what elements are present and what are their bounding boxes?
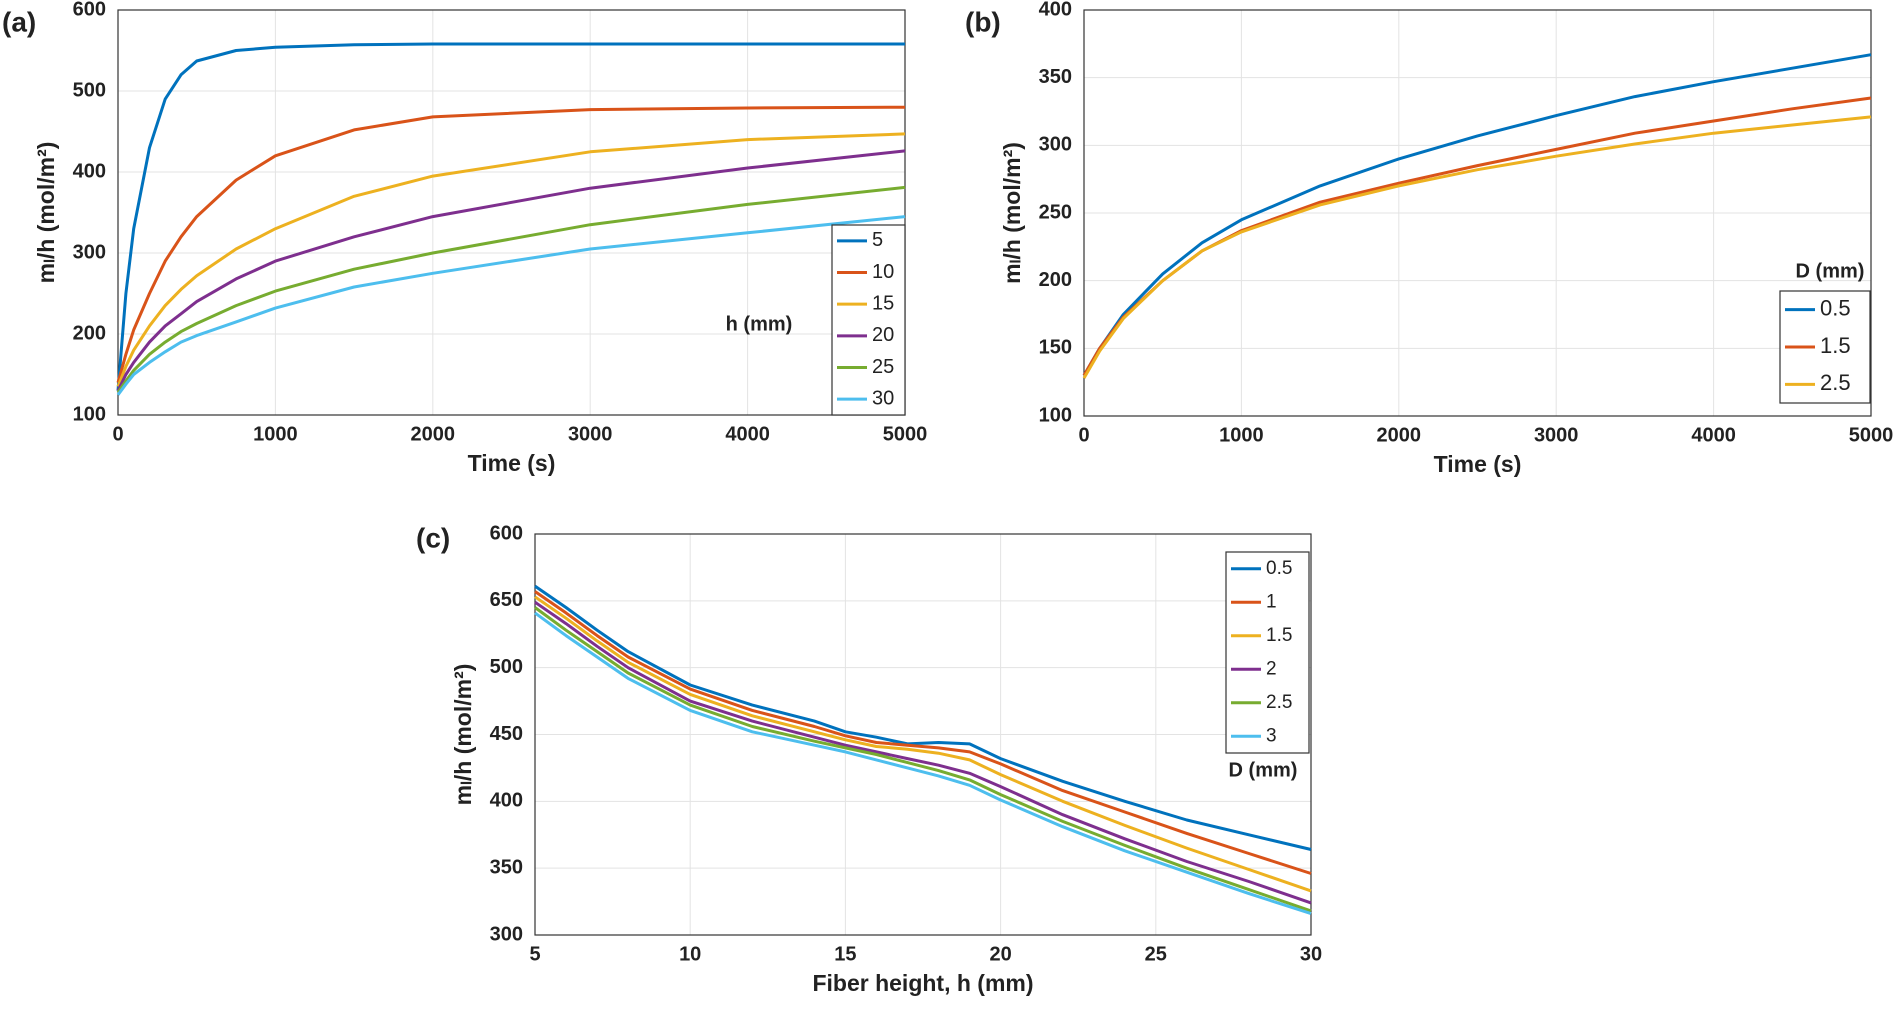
x-tick-label: 15	[834, 943, 856, 965]
legend-label: 15	[872, 292, 894, 314]
y-tick-label: 100	[73, 403, 106, 425]
y-tick-label: 250	[1039, 201, 1072, 223]
series-line	[534, 606, 1312, 913]
series-line	[116, 105, 906, 384]
legend-label: 2	[1266, 658, 1277, 679]
legend-label: 3	[1266, 725, 1277, 746]
x-tick-label: 5000	[1849, 424, 1894, 446]
y-axis-label: mₗ/h (mol/m²)	[33, 142, 59, 284]
x-axis-label: Time (s)	[1434, 451, 1522, 477]
x-tick-label: 5	[529, 943, 540, 965]
legend-title: D (mm)	[1796, 260, 1865, 282]
series-line	[534, 584, 1312, 851]
legend-label: 1.5	[1820, 333, 1851, 358]
plot-area	[118, 10, 905, 415]
y-axis-label: mₗ/h (mol/m²)	[450, 664, 476, 806]
legend-label: 2.5	[1266, 692, 1292, 713]
series-line	[534, 590, 1312, 875]
y-tick-label: 600	[490, 522, 523, 544]
series-line	[534, 611, 1312, 916]
legend-title: h (mm)	[726, 313, 793, 335]
series-line	[116, 149, 906, 392]
y-axis-label: mₗ/h (mol/m²)	[999, 142, 1025, 284]
y-tick-label: 500	[73, 79, 106, 101]
y-tick-label: 400	[490, 790, 523, 812]
x-tick-label: 5000	[883, 423, 928, 445]
y-tick-label: 400	[1039, 0, 1072, 20]
y-tick-label: 200	[73, 322, 106, 344]
x-tick-label: 10	[679, 943, 701, 965]
y-tick-label: 300	[73, 241, 106, 263]
series-line	[116, 42, 905, 391]
y-tick-label: 300	[490, 923, 523, 945]
series-line	[1082, 53, 1872, 377]
x-tick-label: 0	[1078, 424, 1089, 446]
series-line	[1082, 115, 1872, 379]
panel-label: (b)	[965, 6, 1001, 37]
legend-label: 30	[872, 387, 894, 409]
x-tick-label: 3000	[568, 423, 613, 445]
legend-box	[831, 224, 906, 416]
legend-label: 1	[1266, 591, 1277, 612]
x-tick-label: 4000	[725, 423, 770, 445]
series-line	[534, 595, 1312, 893]
y-tick-label: 350	[490, 856, 523, 878]
y-tick-label: 150	[1039, 337, 1072, 359]
plot-frame	[1083, 9, 1872, 417]
y-tick-label: 500	[490, 656, 523, 678]
legend-label: 20	[872, 324, 894, 346]
legend-title: D (mm)	[1229, 759, 1298, 781]
legend-label: 0.5	[1266, 558, 1292, 579]
series-line	[116, 215, 906, 396]
legend-label: 10	[872, 261, 894, 283]
series-line	[534, 600, 1312, 905]
x-axis-label: Fiber height, h (mm)	[812, 970, 1033, 996]
x-axis-label: Time (s)	[468, 450, 556, 476]
x-tick-label: 30	[1300, 943, 1322, 965]
legend-label: 5	[872, 229, 883, 251]
legend-label: 25	[872, 356, 894, 378]
x-tick-label: 3000	[1534, 424, 1579, 446]
x-tick-label: 20	[989, 943, 1011, 965]
x-tick-label: 25	[1145, 943, 1167, 965]
x-tick-label: 1000	[1219, 424, 1264, 446]
legend-label: 1.5	[1266, 625, 1292, 646]
plot-frame	[117, 9, 906, 416]
y-tick-label: 400	[73, 160, 106, 182]
panel-label: (c)	[416, 522, 450, 553]
plot-frame	[534, 533, 1312, 936]
y-tick-label: 650	[490, 589, 523, 611]
series-line	[116, 185, 906, 394]
legend-label: 2.5	[1820, 370, 1851, 395]
y-tick-label: 450	[490, 723, 523, 745]
y-tick-label: 600	[73, 0, 106, 20]
y-tick-label: 100	[1039, 404, 1072, 426]
series-line	[116, 132, 906, 388]
x-tick-label: 4000	[1691, 424, 1736, 446]
x-tick-label: 2000	[1377, 424, 1422, 446]
y-tick-label: 200	[1039, 269, 1072, 291]
x-tick-label: 0	[112, 423, 123, 445]
legend-label: 0.5	[1820, 295, 1851, 320]
panel-label: (a)	[2, 6, 36, 37]
y-tick-label: 350	[1039, 66, 1072, 88]
legend-box	[1225, 551, 1310, 754]
x-tick-label: 1000	[253, 423, 298, 445]
x-tick-label: 2000	[411, 423, 456, 445]
y-tick-label: 300	[1039, 134, 1072, 156]
